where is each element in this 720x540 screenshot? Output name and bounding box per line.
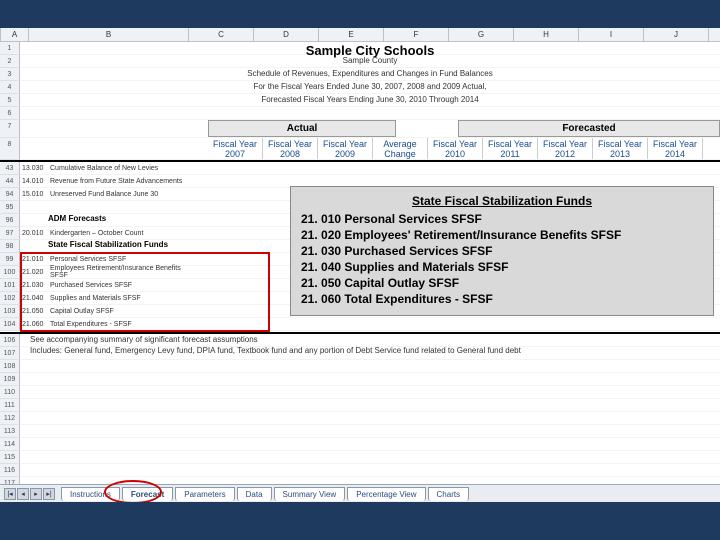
year-header: AverageChange [373, 138, 428, 159]
callout-item: 21. 060 Total Expenditures - SFSF [301, 291, 703, 307]
row-header[interactable]: 110 [0, 386, 20, 399]
row-header[interactable]: 102 [0, 292, 20, 305]
row-header[interactable]: 111 [0, 399, 20, 412]
year-header: Fiscal Year2012 [538, 138, 593, 159]
tab-next-icon[interactable]: ▸ [30, 488, 42, 500]
callout-sfsf: State Fiscal Stabilization Funds 21. 010… [290, 186, 714, 316]
line-desc: Revenue from Future State Advancements [50, 178, 200, 185]
callout-item: 21. 020 Employees' Retirement/Insurance … [301, 227, 703, 243]
col-header[interactable]: E [319, 28, 384, 41]
row-header[interactable]: 106 [0, 334, 20, 347]
row-header[interactable]: 113 [0, 425, 20, 438]
line-desc: Kindergarten – October Count [50, 230, 200, 237]
col-header[interactable]: I [579, 28, 644, 41]
line-code: 13.030 [20, 165, 50, 172]
row-header[interactable]: 3 [0, 68, 20, 81]
col-header[interactable]: B [29, 28, 189, 41]
col-header[interactable]: J [644, 28, 709, 41]
sheet-tab[interactable]: Data [237, 487, 272, 501]
row-header[interactable]: 97 [0, 227, 20, 240]
col-header[interactable]: G [449, 28, 514, 41]
callout-item: 21. 030 Purchased Services SFSF [301, 243, 703, 259]
callout-item: 21. 010 Personal Services SFSF [301, 211, 703, 227]
subtitle: Schedule of Revenues, Expenditures and C… [20, 68, 720, 80]
sheet-tab[interactable]: Summary View [274, 487, 346, 501]
group-header-forecast: Forecasted [458, 120, 720, 137]
row-header[interactable]: 96 [0, 214, 20, 227]
row-header[interactable]: 114 [0, 438, 20, 451]
row-header[interactable]: 2 [0, 55, 20, 68]
row-header[interactable]: 100 [0, 266, 20, 279]
callout-item: 21. 050 Capital Outlay SFSF [301, 275, 703, 291]
row-header[interactable]: 44 [0, 175, 20, 188]
tab-prev-icon[interactable]: ◂ [17, 488, 29, 500]
line-desc: Unreserved Fund Balance June 30 [50, 191, 200, 198]
col-header[interactable]: H [514, 28, 579, 41]
highlight-ellipse-tab [104, 480, 162, 504]
footnote-area: See accompanying summary of significant … [30, 334, 521, 356]
sheet-tab[interactable]: Parameters [175, 487, 234, 501]
callout-item: 21. 040 Supplies and Materials SFSF [301, 259, 703, 275]
row-header[interactable]: 99 [0, 253, 20, 266]
callout-title: State Fiscal Stabilization Funds [301, 193, 703, 209]
footnote: Includes: General fund, Emergency Levy f… [30, 345, 521, 356]
sheet-tab[interactable]: Charts [428, 487, 470, 501]
line-code: 14.010 [20, 178, 50, 185]
title-bar-band [0, 0, 720, 28]
bottom-band [0, 502, 720, 540]
year-header: Fiscal Year2009 [318, 138, 373, 159]
row-header[interactable]: 108 [0, 360, 20, 373]
row-header[interactable]: 101 [0, 279, 20, 292]
col-header[interactable]: C [189, 28, 254, 41]
row-header[interactable]: 8 [0, 138, 20, 160]
row-header[interactable]: 103 [0, 305, 20, 318]
row-header[interactable]: 107 [0, 347, 20, 360]
year-header: Fiscal Year2011 [483, 138, 538, 159]
sheet-tab[interactable]: Percentage View [347, 487, 425, 501]
row-header[interactable]: 112 [0, 412, 20, 425]
line-code: 20.010 [20, 230, 50, 237]
subtitle: For the Fiscal Years Ended June 30, 2007… [20, 81, 720, 93]
tab-nav-buttons: |◂ ◂ ▸ ▸| [0, 488, 59, 500]
line-desc: Cumulative Balance of New Levies [50, 165, 200, 172]
row-header[interactable]: 116 [0, 464, 20, 477]
footnote: See accompanying summary of significant … [30, 334, 521, 345]
row-header[interactable]: 7 [0, 120, 20, 138]
subtitle: Sample County [20, 55, 720, 67]
row-header[interactable]: 94 [0, 188, 20, 201]
year-header: Fiscal Year2013 [593, 138, 648, 159]
year-header: Fiscal Year2007 [208, 138, 263, 159]
row-header[interactable]: 4 [0, 81, 20, 94]
row-header[interactable]: 1 [0, 42, 20, 55]
row-header[interactable]: 98 [0, 240, 20, 253]
row-header[interactable]: 115 [0, 451, 20, 464]
highlight-box-sfsf [20, 252, 270, 332]
subtitle: Forecasted Fiscal Years Ending June 30, … [20, 94, 720, 106]
tab-first-icon[interactable]: |◂ [4, 488, 16, 500]
row-header[interactable]: 43 [0, 162, 20, 175]
row-header[interactable]: 104 [0, 318, 20, 331]
row-header[interactable]: 95 [0, 201, 20, 214]
col-header[interactable]: K [709, 28, 720, 41]
year-header: Fiscal Year2014 [648, 138, 703, 159]
tab-last-icon[interactable]: ▸| [43, 488, 55, 500]
year-header: Fiscal Year2010 [428, 138, 483, 159]
group-header-actual: Actual [208, 120, 396, 137]
line-code: 15.010 [20, 191, 50, 198]
row-header[interactable]: 6 [0, 107, 20, 120]
column-header-row: A B C D E F G H I J K L [0, 28, 720, 42]
year-header: Fiscal Year2008 [263, 138, 318, 159]
row-header[interactable]: 5 [0, 94, 20, 107]
row-header[interactable]: 109 [0, 373, 20, 386]
col-header[interactable]: F [384, 28, 449, 41]
col-header[interactable]: D [254, 28, 319, 41]
col-header[interactable]: A [1, 28, 29, 41]
